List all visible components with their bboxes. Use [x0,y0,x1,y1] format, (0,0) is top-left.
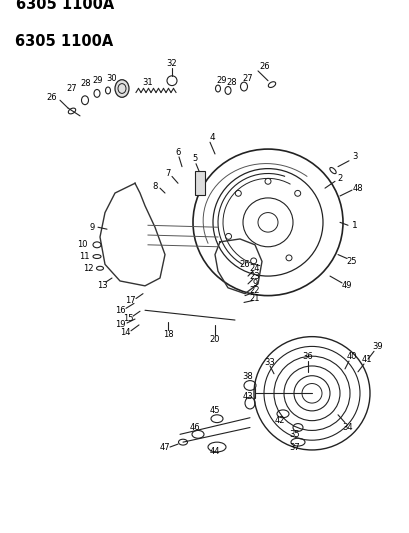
Text: 3: 3 [351,152,357,161]
Text: 43: 43 [242,392,253,401]
Text: 13: 13 [97,281,107,290]
Text: 29: 29 [92,76,103,85]
Text: 39: 39 [372,342,382,351]
Text: 23: 23 [249,272,260,280]
Text: 6305 1100A: 6305 1100A [15,34,113,49]
Text: 25: 25 [346,257,356,266]
Text: 35: 35 [289,430,299,439]
Text: 48: 48 [352,184,362,192]
Text: 9: 9 [89,223,94,232]
Text: 29: 29 [216,76,227,85]
Text: 24: 24 [249,264,260,273]
Ellipse shape [115,80,129,98]
Text: 45: 45 [209,406,220,415]
Text: 19: 19 [115,320,125,329]
Text: 26: 26 [259,61,270,70]
Text: 26: 26 [239,260,250,269]
Text: 17: 17 [124,296,135,305]
Text: 15: 15 [122,313,133,322]
Text: 32: 32 [166,59,177,68]
Text: 33: 33 [264,358,275,367]
Text: 38: 38 [242,372,253,381]
Text: 12: 12 [83,264,93,273]
Text: 26: 26 [47,93,57,102]
Text: 6: 6 [175,148,180,157]
Text: 5: 5 [192,155,197,163]
Text: 4: 4 [209,133,214,142]
Bar [195,171,204,196]
Text: 46: 46 [189,423,200,432]
Text: 41: 41 [361,354,371,364]
Text: 6305 1100A: 6305 1100A [16,0,115,12]
Text: 44: 44 [209,447,220,456]
Text: 7: 7 [165,169,170,178]
Text: 14: 14 [119,328,130,337]
Text: 16: 16 [115,306,125,315]
Text: 42: 42 [274,416,285,425]
Text: 40: 40 [346,352,356,361]
Text: 1: 1 [351,221,357,230]
Text: 34: 34 [342,423,353,432]
Text: 22: 22 [249,286,260,295]
Text: 28: 28 [81,79,91,88]
Text: 8: 8 [152,182,157,191]
Text: 20: 20 [209,335,220,344]
Text: 31: 31 [142,78,153,87]
Text: 28: 28 [226,78,237,87]
Text: 49: 49 [341,281,351,290]
Text: 21: 21 [249,294,260,303]
Text: 11: 11 [79,252,89,261]
Text: 47: 47 [159,442,170,451]
Text: 36: 36 [302,352,312,361]
Text: 10: 10 [76,240,87,249]
Text: 9: 9 [252,279,257,288]
Text: 2: 2 [337,174,342,183]
Text: 27: 27 [242,74,253,83]
Text: 18: 18 [162,330,173,339]
Text: 27: 27 [67,84,77,93]
Text: 30: 30 [106,74,117,83]
Text: 37: 37 [289,442,300,451]
